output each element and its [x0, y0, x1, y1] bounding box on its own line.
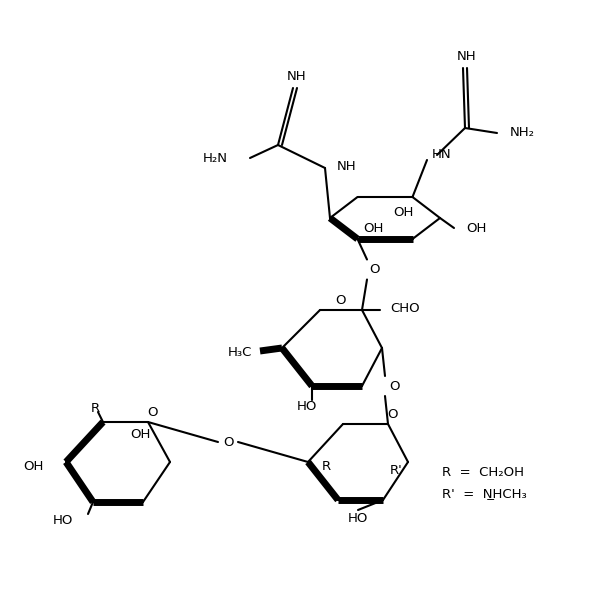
Text: OH: OH — [23, 461, 44, 473]
Text: HO: HO — [297, 400, 317, 413]
Text: O: O — [223, 436, 233, 449]
Text: O: O — [148, 406, 158, 419]
Text: R  =  CH₂OH: R = CH₂OH — [442, 466, 524, 479]
Text: OH: OH — [130, 427, 151, 440]
Text: O: O — [335, 293, 345, 307]
Text: H₂N: H₂N — [203, 151, 228, 164]
Text: O: O — [390, 379, 400, 392]
Text: HN: HN — [432, 148, 452, 161]
Text: OH: OH — [466, 221, 487, 235]
Text: O: O — [388, 407, 398, 421]
Text: NH₂: NH₂ — [510, 127, 535, 139]
Text: OH: OH — [393, 206, 413, 220]
Text: OH: OH — [363, 221, 383, 235]
Text: NH: NH — [337, 160, 356, 173]
Text: CHO: CHO — [390, 301, 419, 314]
Text: R'  =  NHCH₃: R' = NHCH₃ — [442, 487, 527, 500]
Text: HO: HO — [53, 514, 73, 527]
Text: R': R' — [389, 463, 403, 476]
Text: R: R — [91, 401, 100, 415]
Text: NH: NH — [287, 70, 307, 82]
Text: HO: HO — [348, 511, 368, 524]
Text: H₃C: H₃C — [227, 346, 252, 359]
Text: NH: NH — [457, 49, 477, 62]
Text: R: R — [322, 461, 331, 473]
Text: O: O — [370, 263, 380, 276]
